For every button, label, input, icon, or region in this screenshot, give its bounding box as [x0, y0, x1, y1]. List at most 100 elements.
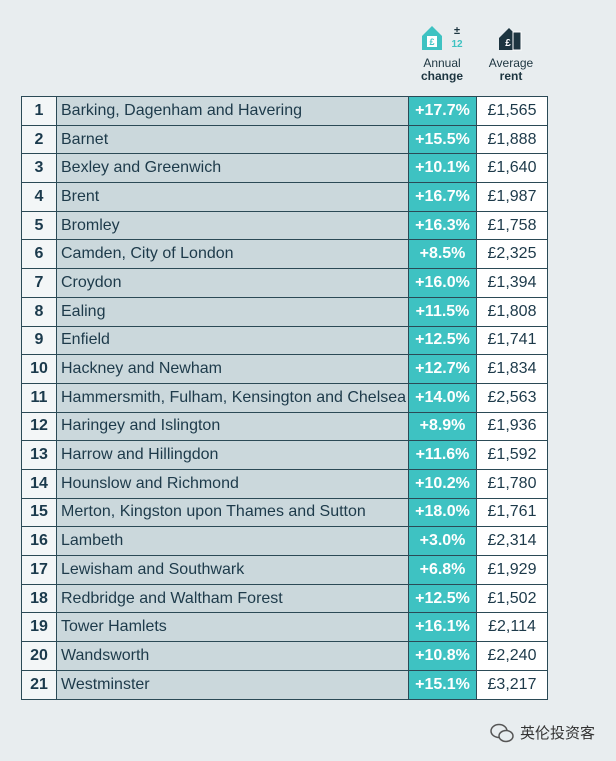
table-row: 21 Westminster +15.1% £3,217	[22, 670, 547, 700]
rent-cell: £1,394	[477, 269, 547, 297]
table-row: 9 Enfield +12.5% £1,741	[22, 326, 547, 356]
rent-cell: £1,929	[477, 556, 547, 584]
table-row: 19 Tower Hamlets +16.1% £2,114	[22, 613, 547, 643]
table: 1 Barking, Dagenham and Havering +17.7% £1,…	[21, 96, 548, 701]
change-cell: +12.7%	[409, 355, 477, 383]
rank-cell: 16	[22, 527, 57, 555]
area-cell: Tower Hamlets	[57, 613, 409, 642]
area-cell: Ealing	[57, 297, 409, 326]
change-cell: +17.7%	[409, 97, 477, 125]
table-row: 3 Bexley and Greenwich +10.1% £1,640	[22, 154, 547, 184]
rank-cell: 19	[22, 613, 57, 642]
rank-cell: 8	[22, 297, 57, 326]
change-cell: +15.1%	[409, 670, 477, 700]
change-cell: +3.0%	[409, 527, 477, 555]
table-row: 16 Lambeth +3.0% £2,314	[22, 527, 547, 556]
header-text: rent	[499, 69, 523, 83]
area-cell: Redbridge and Waltham Forest	[57, 584, 409, 613]
area-cell: Westminster	[57, 670, 409, 700]
change-cell: +8.5%	[409, 240, 477, 269]
rank-cell: 3	[22, 154, 57, 183]
rent-cell: £1,502	[477, 584, 547, 613]
change-cell: +11.6%	[409, 441, 477, 469]
change-cell: +16.1%	[409, 613, 477, 642]
rank-cell: 5	[22, 211, 57, 240]
change-header: Annual change	[407, 57, 477, 83]
rent-cell: £1,640	[477, 154, 547, 183]
table-row: 2 Barnet +15.5% £1,888	[22, 125, 547, 155]
table-row: 15 Merton, Kingston upon Thames and Sutto…	[22, 498, 547, 528]
table-row: 8 Ealing +11.5% £1,808	[22, 297, 547, 327]
area-cell: Hounslow and Richmond	[57, 469, 409, 498]
rent-cell: £1,592	[477, 441, 547, 469]
rent-cell: £1,780	[477, 469, 547, 498]
area-cell: Lewisham and Southwark	[57, 556, 409, 584]
rent-cell: £2,240	[477, 642, 547, 670]
change-cell: +6.8%	[409, 556, 477, 584]
table-row: 6 Camden, City of London +8.5% £2,325	[22, 240, 547, 270]
area-cell: Haringey and Islington	[57, 412, 409, 441]
header-text: Annual	[423, 56, 461, 70]
change-cell: +18.0%	[409, 498, 477, 527]
table-row: 5 Bromley +16.3% £1,758	[22, 211, 547, 241]
area-cell: Harrow and Hillingdon	[57, 441, 409, 469]
area-cell: Camden, City of London	[57, 240, 409, 269]
rent-cell: £1,888	[477, 125, 547, 154]
change-cell: +16.7%	[409, 183, 477, 211]
area-cell: Hammersmith, Fulham, Kensington and Chel…	[57, 383, 409, 412]
change-cell: +16.3%	[409, 211, 477, 240]
area-cell: Bexley and Greenwich	[57, 154, 409, 183]
table-row: 18 Redbridge and Waltham Forest +12.5% £1,5…	[22, 584, 547, 614]
watermark: 英伦投资客	[490, 722, 595, 743]
rank-cell: 13	[22, 441, 57, 469]
change-cell: +12.5%	[409, 584, 477, 613]
change-cell: +10.2%	[409, 469, 477, 498]
rent-cell: £1,758	[477, 211, 547, 240]
rank-cell: 9	[22, 326, 57, 355]
rank-cell: 2	[22, 125, 57, 154]
rent-cell: £1,741	[477, 326, 547, 355]
rent-cell: £1,808	[477, 297, 547, 326]
table-row: 13 Harrow and Hillingdon +11.6% £1,592	[22, 441, 547, 470]
icon-sign: ±	[454, 25, 460, 37]
table-row: 11 Hammersmith, Fulham, Kensington and Ch…	[22, 383, 547, 413]
table-row: 10 Hackney and Newham +12.7% £1,834	[22, 355, 547, 384]
rent-icon: £	[499, 28, 522, 51]
change-cell: +14.0%	[409, 383, 477, 412]
table-row: 7 Croydon +16.0% £1,394	[22, 269, 547, 298]
rank-cell: 15	[22, 498, 57, 527]
rent-cell: £2,114	[477, 613, 547, 642]
rent-header: Average rent	[476, 57, 546, 83]
change-cell: +12.5%	[409, 326, 477, 355]
svg-text:£: £	[505, 38, 511, 49]
svg-text:£: £	[429, 37, 434, 47]
change-cell: +8.9%	[409, 412, 477, 441]
rent-cell: £1,987	[477, 183, 547, 211]
rank-cell: 12	[22, 412, 57, 441]
table-row: 4 Brent +16.7% £1,987	[22, 183, 547, 212]
rent-cell: £2,314	[477, 527, 547, 555]
rent-cell: £1,936	[477, 412, 547, 441]
rent-cell: £1,565	[477, 97, 547, 125]
change-icon: £ ± 12	[422, 25, 463, 50]
change-cell: +10.8%	[409, 642, 477, 670]
rank-cell: 14	[22, 469, 57, 498]
rent-cell: £1,761	[477, 498, 547, 527]
change-cell: +15.5%	[409, 125, 477, 154]
rank-cell: 6	[22, 240, 57, 269]
table-row: 17 Lewisham and Southwark +6.8% £1,929	[22, 556, 547, 585]
rank-cell: 17	[22, 556, 57, 584]
rank-cell: 1	[22, 97, 57, 125]
area-cell: Hackney and Newham	[57, 355, 409, 383]
watermark-text: 英伦投资客	[520, 725, 596, 742]
rank-cell: 18	[22, 584, 57, 613]
area-cell: Barnet	[57, 125, 409, 154]
table-row: 20 Wandsworth +10.8% £2,240	[22, 642, 547, 671]
area-cell: Enfield	[57, 326, 409, 355]
rent-cell: £1,834	[477, 355, 547, 383]
rent-cell: £2,563	[477, 383, 547, 412]
area-cell: Lambeth	[57, 527, 409, 555]
rank-cell: 11	[22, 383, 57, 412]
header-text: Average	[488, 56, 534, 70]
